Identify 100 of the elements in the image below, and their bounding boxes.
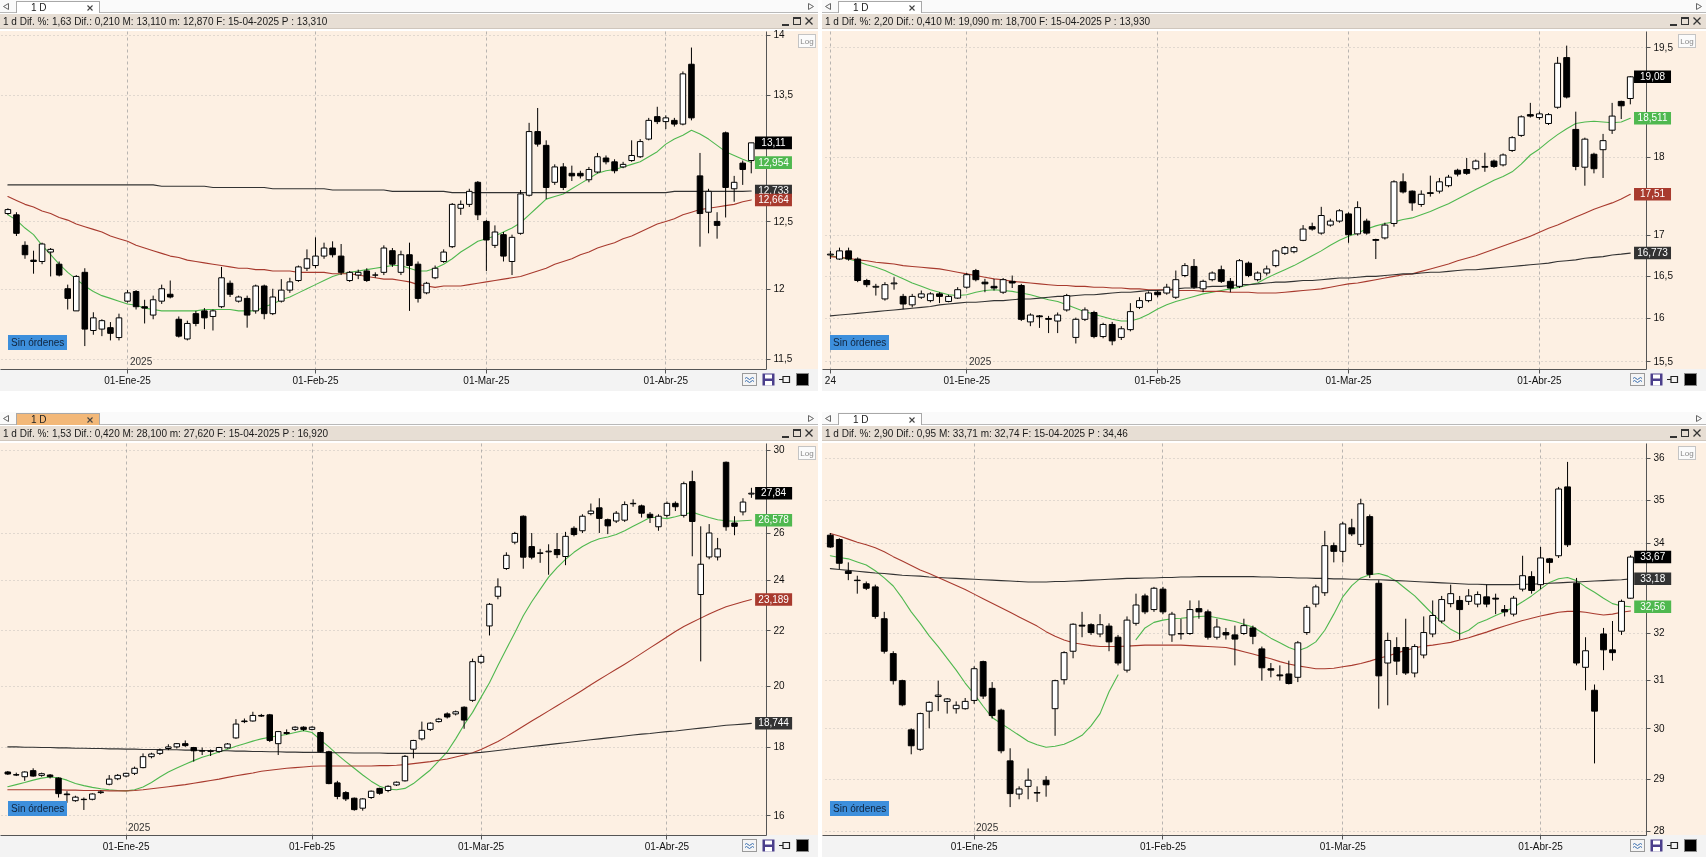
chart-title: 1 d Dif. %: 1,53 Dif.: 0,420 M: 28,100 m: 27,620 F: 15-04-2025 P : 16,920	[3, 428, 329, 439]
candlestick	[1345, 211, 1352, 244]
log-button: Log	[798, 446, 816, 460]
x-tick-label: 01-Mar-25	[1319, 840, 1367, 852]
y-tick-label: 16,5	[1653, 270, 1674, 282]
annotation: 26,578	[758, 514, 790, 526]
y-tick-label: 30	[1653, 722, 1666, 734]
line-series	[829, 252, 1631, 317]
candlestick	[731, 515, 738, 536]
annotation: 33,18	[1640, 572, 1666, 584]
candlestick	[483, 219, 490, 272]
candlestick	[1519, 555, 1527, 592]
candlestick	[63, 790, 71, 804]
annotation: 32,56	[1640, 600, 1666, 612]
candlestick	[13, 211, 20, 237]
annotation: 18,511	[1637, 112, 1668, 124]
status-badge: Sin órdenes	[8, 335, 68, 350]
annotation: 19,08	[1640, 70, 1666, 82]
log-button: Log	[1678, 446, 1696, 460]
annotation: 2025	[969, 356, 992, 367]
annotation: 13,11	[761, 136, 787, 148]
x-tick-label: 01-Abr-25	[644, 840, 690, 852]
candlestick	[397, 250, 405, 276]
candlestick	[1393, 636, 1401, 676]
candlestick	[587, 503, 595, 516]
annotation: 2025	[130, 356, 153, 367]
candlestick	[1312, 584, 1320, 608]
candlestick	[1042, 775, 1050, 798]
y-tick-label: 31	[1653, 674, 1666, 686]
candlestick	[107, 321, 114, 341]
candlestick	[1481, 152, 1489, 173]
candlestick	[209, 308, 217, 331]
candlestick	[1582, 636, 1589, 691]
y-tick-label: 12	[773, 283, 786, 295]
candlestick	[1438, 595, 1446, 624]
candlestick	[132, 289, 140, 310]
candlestick	[30, 250, 37, 275]
candlestick	[713, 211, 721, 240]
candlestick	[1231, 625, 1239, 666]
x-tick-label: 24	[824, 374, 837, 386]
annotation: 12,733	[758, 184, 790, 196]
y-tick-label: 15,5	[1653, 355, 1674, 367]
candlestick	[491, 224, 499, 249]
candlestick	[553, 532, 561, 559]
candlestick	[1330, 542, 1338, 563]
x-tick-label: 01-Feb-25	[292, 374, 340, 386]
x-tick-label: 01-Abr-25	[643, 374, 689, 386]
candlestick	[1054, 311, 1062, 334]
candlestick	[1608, 102, 1616, 135]
candlestick	[1222, 627, 1230, 641]
candlestick	[835, 537, 843, 570]
candlestick	[175, 315, 183, 339]
candlestick	[705, 188, 712, 234]
candlestick	[1510, 595, 1518, 617]
candlestick	[55, 776, 62, 799]
y-tick-label: 35	[1653, 494, 1666, 506]
candlestick	[596, 497, 603, 534]
x-tick-label: 01-Feb-25	[1134, 374, 1182, 386]
candlestick	[1249, 625, 1257, 645]
annotation: 2025	[976, 822, 999, 833]
annotation: 23,189	[758, 593, 790, 605]
y-tick-label: 16	[773, 809, 786, 821]
candlestick	[1492, 593, 1500, 615]
candlestick	[389, 247, 396, 268]
candlestick	[562, 531, 569, 566]
status-badge: Sin órdenes	[8, 801, 68, 816]
annotation: 33,67	[1640, 551, 1666, 563]
candlestick	[1033, 785, 1041, 803]
candlestick	[1015, 785, 1023, 800]
y-tick-label: 18	[773, 741, 786, 753]
text: 1 D	[31, 414, 47, 425]
y-tick-label: 13,5	[773, 89, 794, 101]
annotation: 2025	[128, 822, 151, 833]
chart-title: 1 d Dif. %: 2,90 Dif.: 0,95 M: 33,71 m: 32,74 F: 15-04-2025 P : 34,46	[825, 428, 1128, 439]
candlestick	[21, 240, 29, 260]
candlestick	[881, 281, 889, 302]
x-tick-label: 01-Mar-25	[1325, 374, 1373, 386]
text: 1 D	[853, 414, 869, 425]
candlestick	[1483, 584, 1491, 608]
x-tick-label: 01-Ene-25	[950, 840, 998, 852]
y-tick-label: 34	[1653, 537, 1666, 549]
annotation: 18,744	[758, 717, 790, 729]
y-tick-label: 19,5	[1653, 41, 1674, 53]
candlestick	[1317, 206, 1325, 236]
annotation: 12,954	[758, 156, 790, 168]
x-tick-label: 01-Ene-25	[104, 374, 152, 386]
y-tick-label: 11,5	[773, 353, 793, 365]
annotation: 16,773	[1637, 247, 1669, 259]
candlestick	[64, 284, 71, 310]
x-tick-label: 01-Ene-25	[102, 840, 150, 852]
line-series	[829, 532, 1632, 670]
candlestick	[1108, 321, 1116, 346]
candlestick	[1126, 302, 1134, 332]
y-tick-label: 26	[773, 527, 786, 539]
candlestick	[579, 513, 586, 534]
candlestick	[1591, 683, 1598, 764]
y-tick-label: 16	[1653, 312, 1666, 324]
candlestick	[1528, 570, 1536, 595]
candlestick	[312, 236, 319, 269]
candlestick	[872, 283, 880, 297]
